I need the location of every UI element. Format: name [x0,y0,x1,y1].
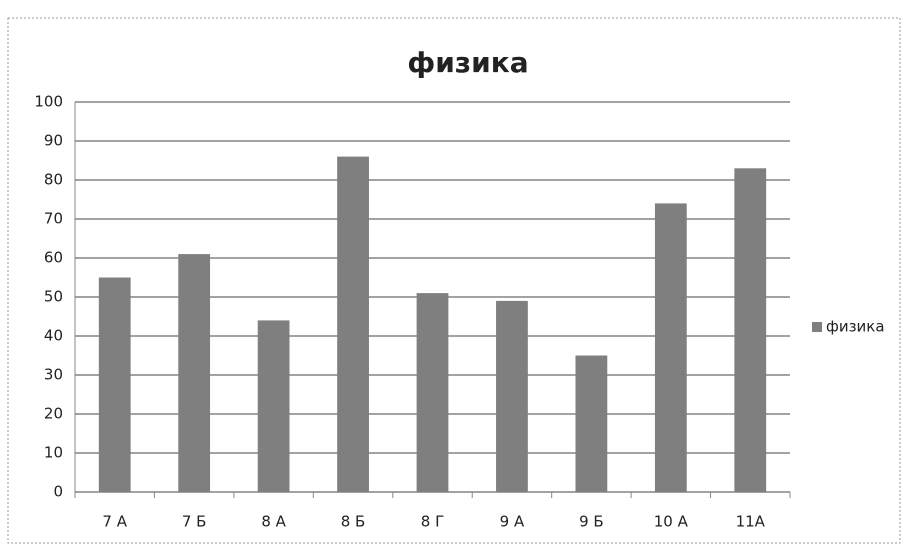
x-tick-label: 9 Б [579,513,604,531]
y-tick-label: 30 [44,366,63,384]
x-tick-label: 7 Б [182,513,207,531]
y-tick-label: 20 [44,405,63,423]
x-tick-label: 8 А [261,513,286,531]
y-tick-label: 40 [44,327,63,345]
x-tick-label: 9 А [500,513,525,531]
legend-swatch [812,322,822,332]
x-tick-label: 10 А [654,513,689,531]
bar [734,168,767,493]
legend-label: физика [826,318,885,336]
chart-border [7,17,901,544]
bar [416,293,449,492]
chart-title: физика [407,46,528,79]
y-tick-label: 60 [44,249,63,267]
y-tick-label: 50 [44,288,63,306]
bar [178,254,211,492]
y-tick-label: 100 [34,93,63,111]
y-tick-label: 0 [53,483,63,501]
y-tick-label: 10 [44,444,63,462]
bar [575,355,608,492]
bar [98,277,131,492]
x-tick-label: 7 А [102,513,127,531]
x-tick-label: 8 Г [421,513,444,531]
x-tick-label: 8 Б [341,513,366,531]
bar [257,320,290,492]
bar [654,203,687,492]
bar [337,156,369,492]
y-tick-label: 90 [44,132,63,150]
x-tick-label: 11А [736,513,766,531]
y-tick-label: 70 [44,210,63,228]
y-tick-label: 80 [44,171,63,189]
bar [496,300,528,492]
